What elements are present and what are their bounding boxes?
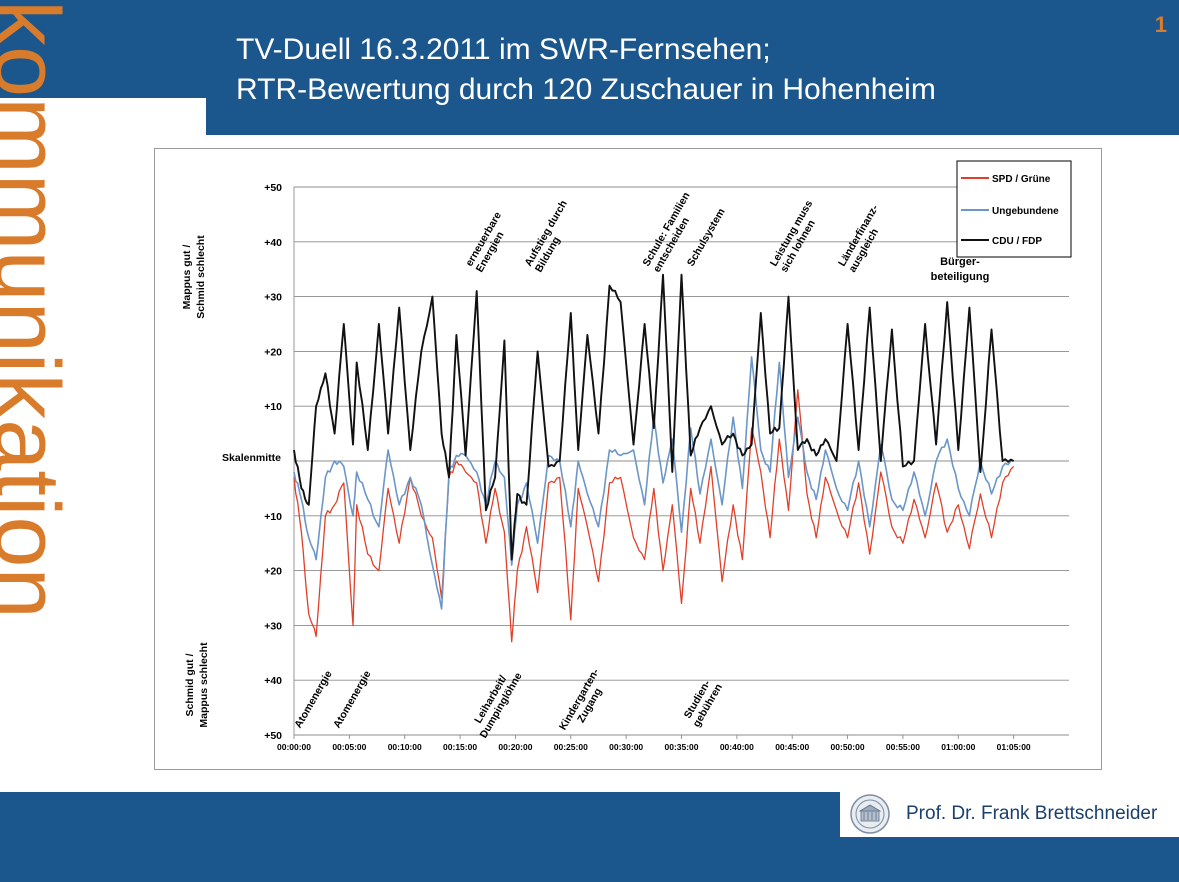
y-tick-label-7: +20 bbox=[264, 566, 282, 578]
slide-title-line-2: RTR-Bewertung durch 120 Zuschauer in Hoh… bbox=[236, 73, 936, 106]
header-corner-band bbox=[0, 0, 206, 98]
y-tick-label-10: +50 bbox=[264, 730, 282, 742]
annotation-bottom-3: Kindergarten-Zugang bbox=[557, 666, 604, 732]
series-layer bbox=[293, 273, 1015, 643]
y-axis-title-bottom-line-2: Mappus schlecht bbox=[198, 642, 210, 728]
annotation-top-6-line-2: beteiligung bbox=[931, 271, 990, 283]
chart-legend: SPD / Grüne Ungebundene CDU / FDP bbox=[956, 160, 1072, 258]
y-tick-label-0: +50 bbox=[264, 182, 282, 194]
y-tick-label-6: +10 bbox=[264, 511, 282, 523]
annotation-bottom-2: Leiharbeit/Dumpinglöhne bbox=[472, 671, 525, 741]
midline-label: Skalenmitte bbox=[222, 452, 281, 464]
y-axis-title-bottom-line-1: Schmid gut / bbox=[184, 653, 196, 716]
y-tick-label-2: +30 bbox=[264, 292, 282, 304]
footer-name-box bbox=[840, 791, 1179, 837]
y-tick-label-1: +40 bbox=[264, 237, 282, 249]
annotation-bottom-4: Studien-gebühren bbox=[682, 678, 725, 729]
header-band bbox=[206, 0, 1179, 135]
x-tick-label-13: 01:05:00 bbox=[997, 742, 1031, 752]
series-line-spd-gruene bbox=[293, 389, 1015, 643]
x-tick-label-11: 00:55:00 bbox=[886, 742, 920, 752]
y-axis-title-top-line-1: Mappus gut / bbox=[181, 245, 193, 310]
vertical-brand: kommunikation bbox=[0, 0, 78, 882]
y-tick-label-9: +40 bbox=[264, 675, 282, 687]
annotation-bottom-1-line-1: Atomenergie bbox=[331, 669, 374, 731]
y-tick-label-3: +20 bbox=[264, 346, 282, 358]
x-tick-label-7: 00:35:00 bbox=[664, 742, 698, 752]
x-tick-label-10: 00:50:00 bbox=[831, 742, 865, 752]
slide-title-line-1: TV-Duell 16.3.2011 im SWR-Fernsehen; bbox=[236, 33, 771, 66]
x-tick-label-9: 00:45:00 bbox=[775, 742, 809, 752]
annotation-bottom-0: Atomenergie bbox=[292, 669, 335, 731]
university-seal-icon bbox=[850, 794, 890, 834]
x-tick-label-2: 00:10:00 bbox=[388, 742, 422, 752]
legend-label-cdu: CDU / FDP bbox=[992, 236, 1042, 247]
x-tick-label-0: 00:00:00 bbox=[277, 742, 311, 752]
chart-frame: +50 +40 +30 +20 +10 +10 +20 +30 +40 +50 00:00:00 00… bbox=[154, 148, 1102, 770]
x-tick-label-6: 00:30:00 bbox=[609, 742, 643, 752]
annotation-top-6-line-1: Bürger- bbox=[940, 256, 980, 268]
y-tick-label-8: +30 bbox=[264, 620, 282, 632]
legend-label-spd: SPD / Grüne bbox=[992, 174, 1051, 185]
x-tick-label-4: 00:20:00 bbox=[498, 742, 532, 752]
y-axis-title-top-line-2: Schmid schlecht bbox=[195, 235, 207, 319]
annotation-top-3-line-1: Schulsystem bbox=[685, 206, 728, 268]
annotation-top-5: Länderfinanz-ausgleich bbox=[836, 202, 881, 274]
series-line-ungebundene bbox=[293, 356, 1014, 610]
slide-title: TV-Duell 16.3.2011 im SWR-Fernsehen; RTR… bbox=[236, 30, 936, 110]
x-tick-label-8: 00:40:00 bbox=[720, 742, 754, 752]
grid-layer bbox=[293, 186, 1069, 739]
annotation-bottom-1: Atomenergie bbox=[331, 669, 374, 731]
author-name: Prof. Dr. Frank Brettschneider bbox=[906, 803, 1158, 824]
x-tick-label-3: 00:15:00 bbox=[443, 742, 477, 752]
series-line-cdu-fdp bbox=[293, 273, 1015, 561]
annotation-top-6: Bürger-beteiligung bbox=[931, 256, 990, 283]
x-tick-label-12: 01:00:00 bbox=[941, 742, 975, 752]
page-number: 1 bbox=[1154, 12, 1167, 37]
legend-label-ungebundene: Ungebundene bbox=[992, 206, 1059, 217]
brand-wordmark: kommunikation bbox=[0, 0, 78, 619]
annotation-bottom-0-line-1: Atomenergie bbox=[292, 669, 335, 731]
x-tick-label-1: 00:05:00 bbox=[332, 742, 366, 752]
x-tick-label-5: 00:25:00 bbox=[554, 742, 588, 752]
y-tick-label-4: +10 bbox=[264, 401, 282, 413]
annotation-top-3: Schulsystem bbox=[685, 206, 728, 268]
